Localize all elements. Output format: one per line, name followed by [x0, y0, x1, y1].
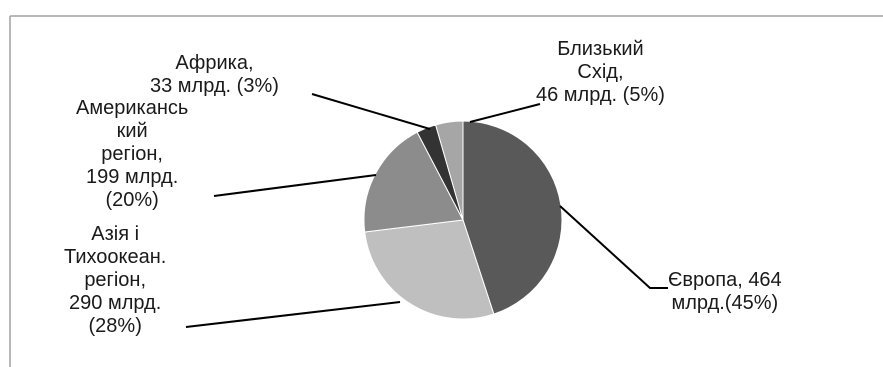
leader-line-middle-east	[469, 103, 541, 123]
pie-slice-middle-east	[435, 120, 464, 221]
data-label-asia-pacific: Азія і Тихоокеан. регіон, 290 млрд. (28%…	[64, 223, 167, 337]
data-label-europe: Європа, 464 млрд.(45%)	[668, 269, 782, 314]
chart-border	[9, 15, 883, 367]
pie-slice-asia-pacific	[364, 219, 495, 320]
pie-slice-europe	[462, 120, 563, 315]
leader-line-asia-pacific	[185, 301, 401, 328]
pie-slice-americas	[363, 131, 464, 233]
data-label-africa: Африка, 33 млрд. (3%)	[150, 52, 279, 97]
data-label-middle-east: Близький Схід, 46 млрд. (5%)	[536, 38, 665, 106]
data-label-americas: Американсь кий регіон, 199 млрд. (20%)	[76, 97, 189, 211]
leader-line-americas	[213, 174, 377, 197]
leader-line-africa	[311, 93, 431, 130]
leader-line-europe	[559, 205, 668, 289]
